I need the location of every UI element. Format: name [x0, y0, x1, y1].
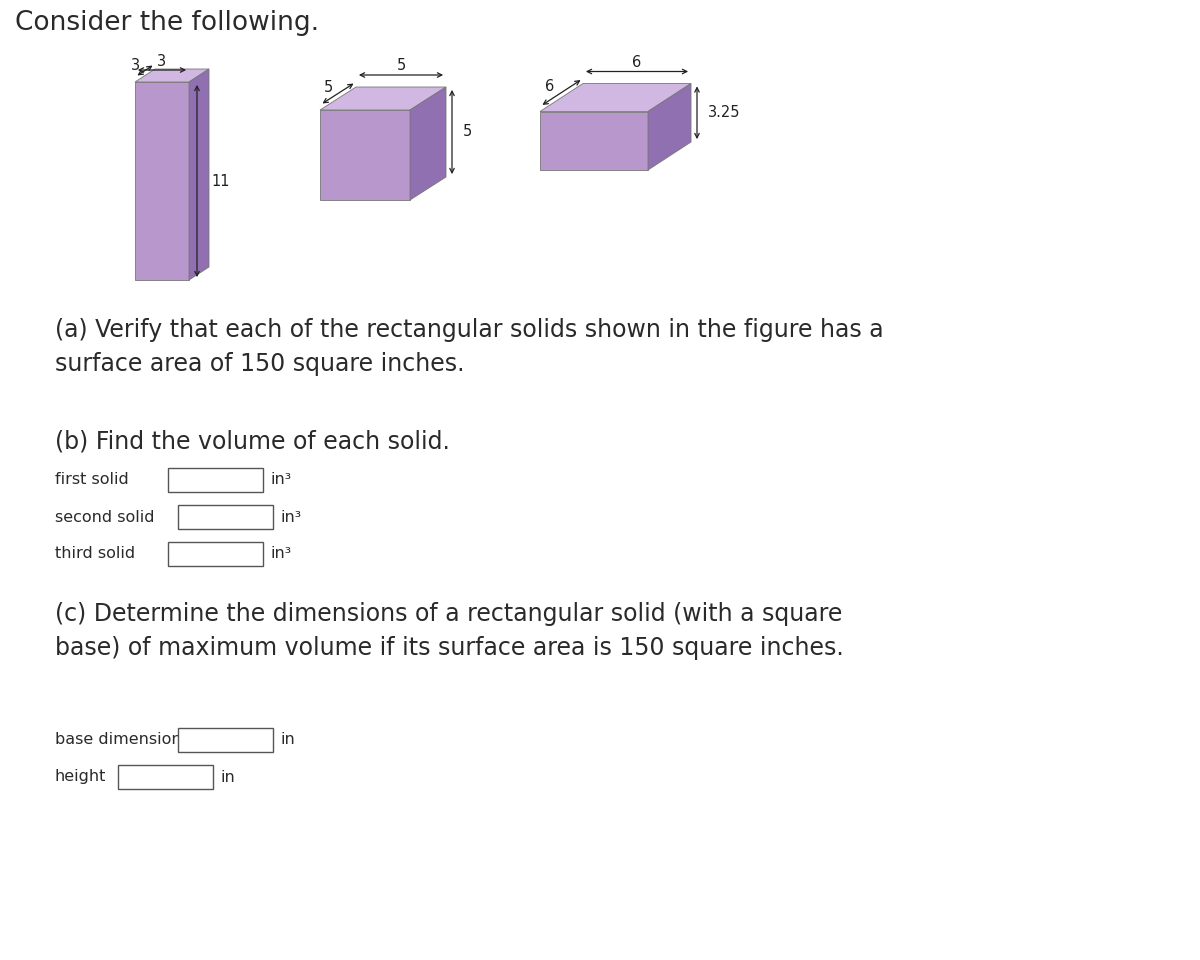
Text: 6: 6	[545, 79, 554, 94]
Text: 5: 5	[463, 125, 473, 139]
Polygon shape	[320, 110, 410, 200]
Text: 5: 5	[323, 80, 332, 95]
Text: (b) Find the volume of each solid.: (b) Find the volume of each solid.	[55, 430, 450, 454]
Text: first solid: first solid	[55, 472, 128, 488]
Text: 11: 11	[211, 174, 229, 188]
Polygon shape	[540, 111, 648, 170]
Polygon shape	[134, 82, 190, 280]
Text: in: in	[220, 770, 235, 784]
Text: 3.25: 3.25	[708, 106, 740, 120]
Text: 3: 3	[132, 58, 140, 73]
Polygon shape	[648, 84, 691, 170]
Text: in³: in³	[280, 510, 301, 524]
Text: 5: 5	[396, 59, 406, 74]
Polygon shape	[190, 69, 209, 280]
FancyBboxPatch shape	[168, 468, 263, 492]
FancyBboxPatch shape	[178, 505, 274, 529]
Text: height: height	[55, 770, 107, 784]
Text: in³: in³	[270, 546, 292, 562]
FancyBboxPatch shape	[118, 765, 214, 789]
Text: base dimension: base dimension	[55, 732, 181, 748]
Text: in: in	[280, 732, 295, 748]
Text: third solid: third solid	[55, 546, 136, 562]
Text: in³: in³	[270, 472, 292, 488]
Text: (a) Verify that each of the rectangular solids shown in the figure has a
surface: (a) Verify that each of the rectangular …	[55, 318, 883, 376]
FancyBboxPatch shape	[168, 542, 263, 566]
Text: (c) Determine the dimensions of a rectangular solid (with a square
base) of maxi: (c) Determine the dimensions of a rectan…	[55, 602, 844, 660]
Text: 6: 6	[632, 55, 642, 70]
Polygon shape	[540, 84, 691, 111]
Text: 3: 3	[157, 55, 167, 69]
Text: Consider the following.: Consider the following.	[14, 10, 319, 36]
Text: second solid: second solid	[55, 510, 155, 524]
Polygon shape	[134, 69, 209, 82]
Polygon shape	[410, 87, 446, 200]
Polygon shape	[320, 87, 446, 110]
FancyBboxPatch shape	[178, 728, 274, 752]
